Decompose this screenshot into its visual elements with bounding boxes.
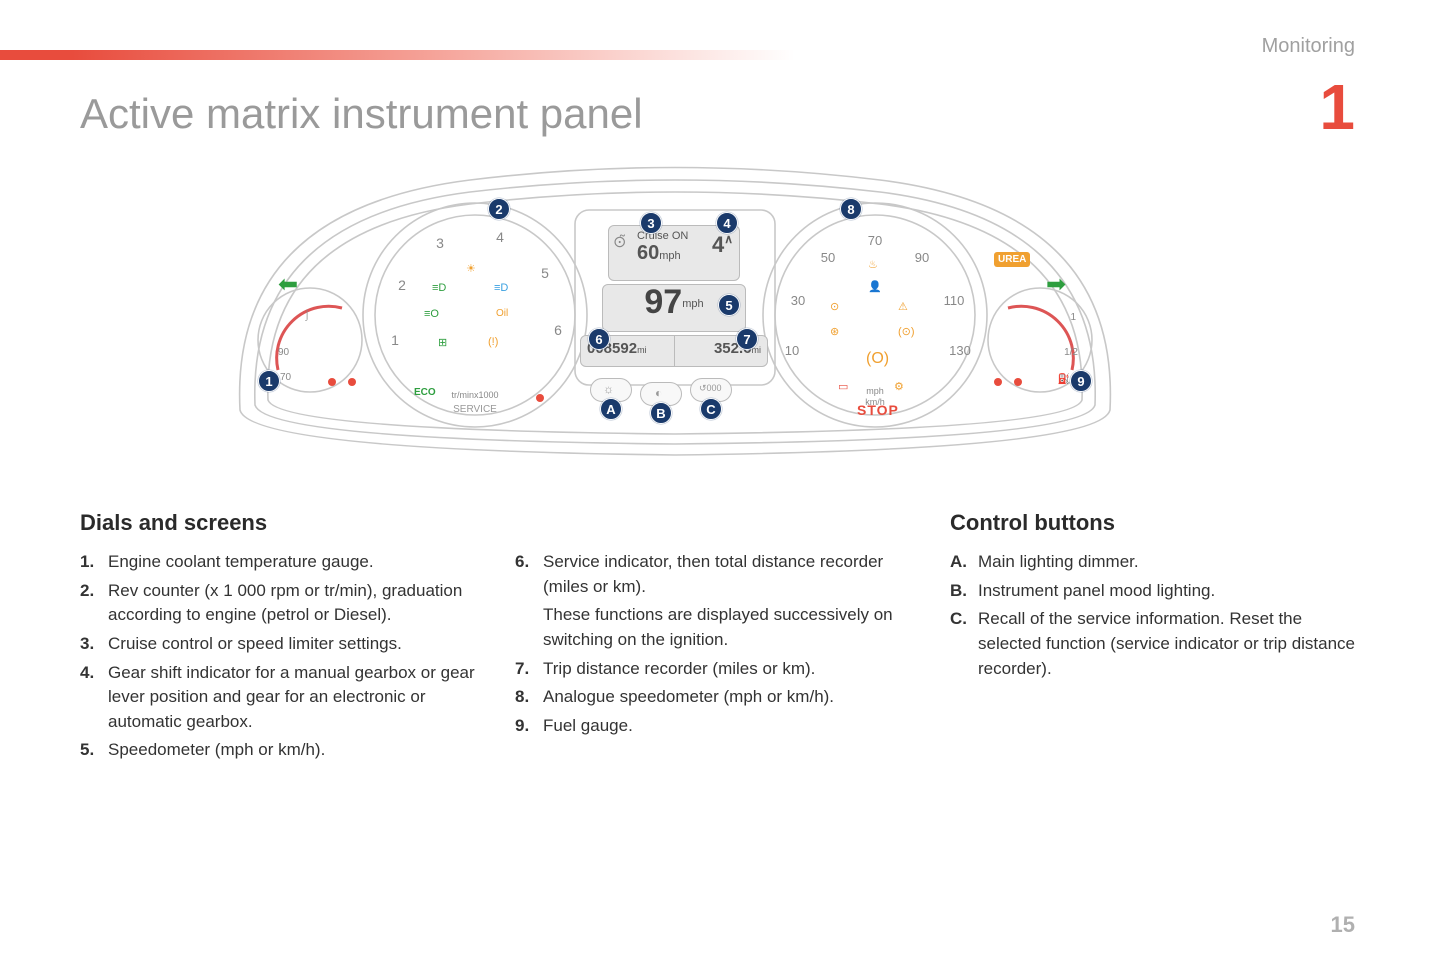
brake-icon: ⊛ — [830, 325, 839, 338]
dials-list-2: 6.Service indicator, then total distance… — [515, 550, 920, 738]
callout-6: 6 — [588, 328, 610, 350]
svg-text:6: 6 — [554, 322, 562, 338]
foglight-icon: ≡O — [424, 308, 439, 320]
cruise-icon: ⊙̃ — [613, 232, 626, 252]
svg-text:2: 2 — [398, 277, 406, 293]
list-item: 1.Engine coolant temperature gauge. — [80, 550, 485, 575]
gear-indicator: 4∧ — [712, 232, 733, 258]
sun-icon: ☀ — [466, 262, 476, 275]
page-title: Active matrix instrument panel — [80, 90, 643, 138]
list-item: 3.Cruise control or speed limiter settin… — [80, 632, 485, 657]
callout-3: 3 — [640, 212, 662, 234]
urea-badge: UREA — [994, 252, 1030, 267]
digital-speed: 97 — [644, 283, 682, 321]
warn-triangle-icon: ⚠ — [898, 300, 908, 313]
svg-text:tr/minx1000: tr/minx1000 — [451, 390, 498, 400]
callout-8: 8 — [840, 198, 862, 220]
chapter-number: 1 — [1319, 70, 1355, 144]
svg-text:⌡: ⌡ — [304, 309, 310, 321]
left-arrow-icon: ⬅ — [278, 270, 298, 299]
callout-5: 5 — [718, 294, 740, 316]
svg-text:30: 30 — [791, 293, 805, 308]
list-item: 5.Speedometer (mph or km/h). — [80, 738, 485, 763]
list-item: 4.Gear shift indicator for a manual gear… — [80, 661, 485, 735]
list-item: C.Recall of the service information. Res… — [950, 607, 1355, 681]
list-item: 9.Fuel gauge. — [515, 714, 920, 739]
svg-text:130: 130 — [949, 343, 971, 358]
svg-text:5: 5 — [541, 265, 549, 281]
svg-text:70: 70 — [280, 372, 292, 383]
dials-heading: Dials and screens — [80, 510, 485, 536]
callout-B: B — [650, 402, 672, 424]
airbag-icon: 👤 — [868, 280, 882, 293]
list-item: 6.Service indicator, then total distance… — [515, 550, 920, 599]
controls-heading: Control buttons — [950, 510, 1355, 536]
batt-icon: ▭ — [838, 380, 848, 393]
svg-text:1: 1 — [1070, 312, 1076, 323]
svg-text:mph: mph — [866, 386, 884, 396]
header-gradient-bar — [0, 50, 1445, 60]
dials-column-1: Dials and screens 1.Engine coolant tempe… — [80, 510, 485, 767]
instrument-panel-diagram: 1 2 3 4 5 6 10 30 50 70 90 110 130 tr/mi… — [170, 150, 1180, 470]
callout-1: 1 — [258, 370, 280, 392]
eco-leaf-icon: ⊞ — [438, 336, 447, 349]
highbeam-icon: ≡D — [494, 282, 508, 294]
list-item: These functions are displayed successive… — [515, 603, 920, 652]
svg-text:ECO: ECO — [414, 387, 436, 398]
beam-icon: ≡D — [432, 282, 446, 294]
callout-C: C — [700, 398, 722, 420]
callout-2: 2 — [488, 198, 510, 220]
callout-9: 9 — [1070, 370, 1092, 392]
list-item: A.Main lighting dimmer. — [950, 550, 1355, 575]
list-item: 8.Analogue speedometer (mph or km/h). — [515, 685, 920, 710]
controls-column: Control buttons A.Main lighting dimmer. B… — [950, 510, 1355, 767]
svg-text:90: 90 — [278, 347, 290, 358]
svg-text:1/2: 1/2 — [1064, 347, 1078, 358]
dials-column-2: 6.Service indicator, then total distance… — [515, 510, 920, 767]
engine-icon: ⚙ — [894, 380, 904, 393]
brake2-icon: (⊙) — [898, 325, 915, 338]
cruise-value: 60 — [637, 242, 659, 264]
tpms-icon: (!) — [488, 336, 498, 348]
svg-text:SERVICE: SERVICE — [453, 404, 497, 415]
list-item: 2.Rev counter (x 1 000 rpm or tr/min), g… — [80, 579, 485, 628]
svg-text:90: 90 — [915, 250, 929, 265]
dials-list-1: 1.Engine coolant temperature gauge. 2.Rev… — [80, 550, 485, 763]
oil-icon: Oil — [496, 308, 508, 319]
list-item: B.Instrument panel mood lighting. — [950, 579, 1355, 604]
list-item: 7.Trip distance recorder (miles or km). — [515, 657, 920, 682]
dials-heading-spacer — [515, 510, 920, 536]
controls-list: A.Main lighting dimmer. B.Instrument pane… — [950, 550, 1355, 681]
steering-icon: ⊙ — [830, 300, 839, 313]
svg-text:3: 3 — [436, 235, 444, 251]
svg-text:10: 10 — [785, 343, 799, 358]
absbrake-icon: (O) — [866, 350, 889, 368]
lcd-cruise: Cruise ON 60mph ⊙̃ 4∧ — [608, 225, 740, 281]
svg-text:50: 50 — [821, 250, 835, 265]
flame-icon: ♨ — [868, 258, 878, 271]
text-columns: Dials and screens 1.Engine coolant tempe… — [80, 510, 1355, 767]
page-number: 15 — [1331, 912, 1355, 938]
svg-text:⛽: ⛽ — [1058, 372, 1070, 385]
svg-text:1: 1 — [391, 332, 399, 348]
svg-text:70: 70 — [868, 233, 882, 248]
callout-A: A — [600, 398, 622, 420]
callout-4: 4 — [716, 212, 738, 234]
right-arrow-icon: ➡ — [1046, 270, 1066, 299]
section-label: Monitoring — [1262, 35, 1355, 58]
callout-7: 7 — [736, 328, 758, 350]
stop-label: STOP — [857, 402, 899, 418]
svg-text:110: 110 — [944, 293, 965, 308]
svg-text:4: 4 — [496, 229, 504, 245]
